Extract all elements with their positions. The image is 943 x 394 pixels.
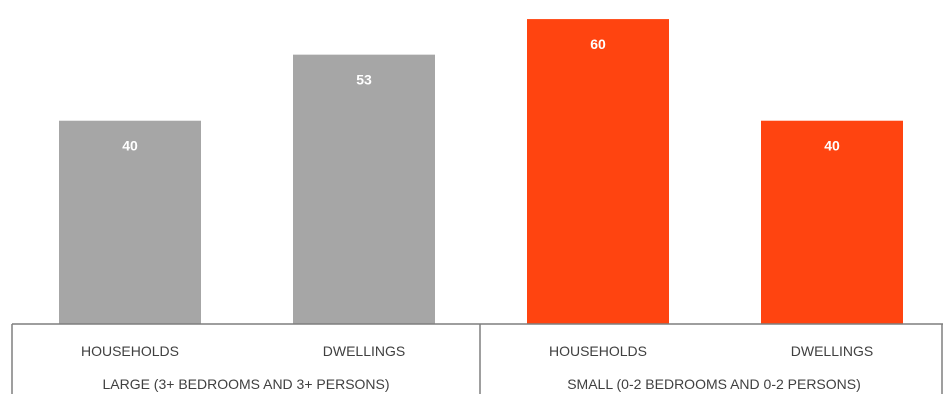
group-label: SMALL (0-2 BEDROOMS AND 0-2 PERSONS) <box>567 376 861 392</box>
category-label: DWELLINGS <box>791 343 873 359</box>
category-label: DWELLINGS <box>323 343 405 359</box>
bar-small-dwellings <box>761 120 903 324</box>
bar-large-households <box>59 120 201 324</box>
bar-value-label: 40 <box>122 138 138 154</box>
bars-layer <box>59 19 903 325</box>
group-label: LARGE (3+ BEDROOMS AND 3+ PERSONS) <box>102 376 389 392</box>
bar-value-label: 53 <box>356 72 372 88</box>
bar-value-label: 60 <box>590 36 606 52</box>
data-labels-layer: 40 53 60 40 <box>122 36 840 154</box>
bar-small-households <box>527 19 669 324</box>
bar-large-dwellings <box>293 54 435 325</box>
category-axis-table <box>11 323 943 394</box>
bar-value-label: 40 <box>824 138 840 154</box>
category-label: HOUSEHOLDS <box>549 343 647 359</box>
category-label: HOUSEHOLDS <box>81 343 179 359</box>
category-labels-layer: HOUSEHOLDS DWELLINGS LARGE (3+ BEDROOMS AN… <box>81 343 873 392</box>
